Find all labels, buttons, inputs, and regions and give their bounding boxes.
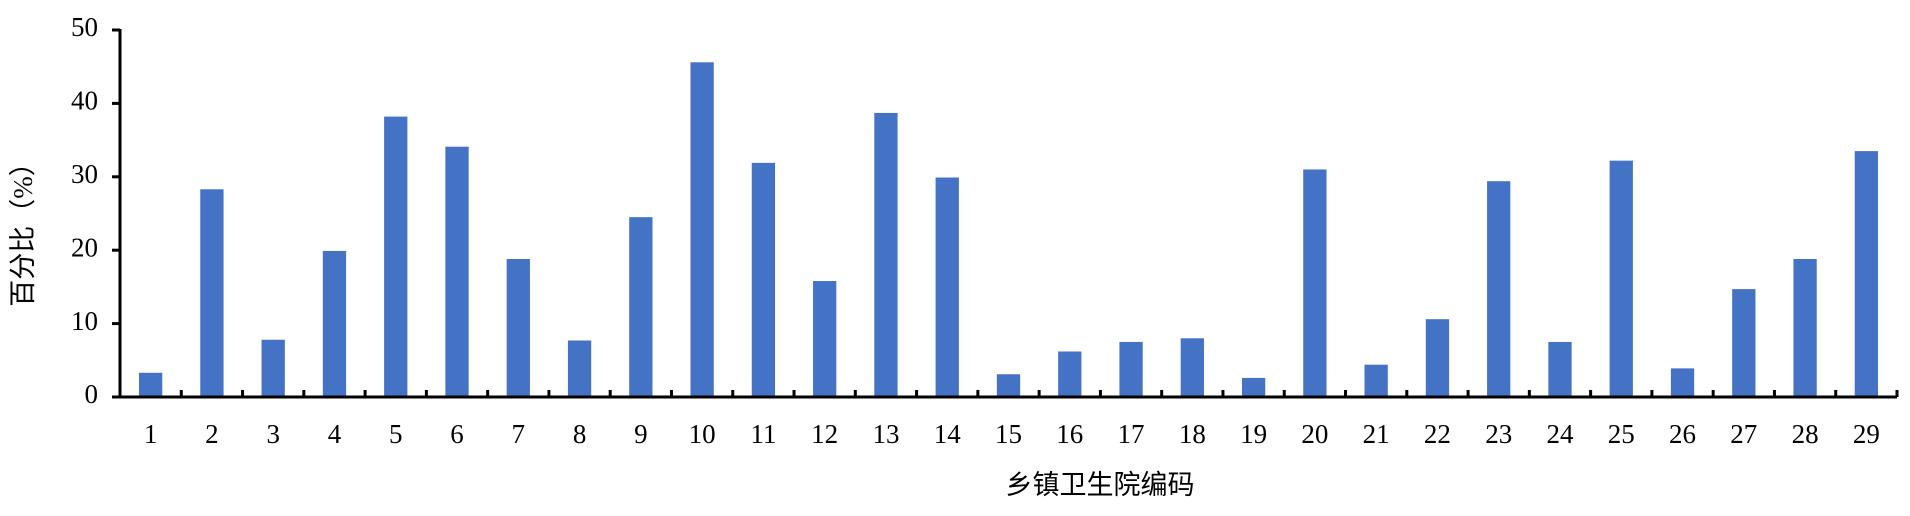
bar <box>1732 289 1756 397</box>
x-tick-label: 10 <box>689 419 716 449</box>
y-tick-label: 40 <box>71 86 98 116</box>
x-tick-label: 15 <box>995 419 1022 449</box>
bar <box>935 177 959 397</box>
bar <box>200 189 224 397</box>
x-tick-label: 2 <box>205 419 219 449</box>
x-tick-label: 11 <box>750 419 776 449</box>
x-tick-label: 12 <box>811 419 838 449</box>
x-tick-label: 29 <box>1853 419 1880 449</box>
x-tick-label: 14 <box>934 419 962 449</box>
x-tick-label: 24 <box>1546 419 1574 449</box>
bar <box>996 374 1021 397</box>
y-tick-label: 10 <box>71 306 98 336</box>
x-tick-label: 9 <box>634 419 648 449</box>
x-tick-label: 28 <box>1792 419 1819 449</box>
bar <box>813 281 837 397</box>
y-axis-title: 百分比（%） <box>8 149 38 307</box>
bar <box>1793 259 1817 397</box>
bar <box>1303 169 1327 397</box>
bar <box>567 340 592 397</box>
bar <box>445 146 469 397</box>
bar <box>138 372 163 397</box>
x-tick-label: 17 <box>1118 419 1145 449</box>
y-tick-label: 50 <box>71 12 98 42</box>
x-tick-label: 1 <box>144 419 158 449</box>
bar <box>1058 351 1082 397</box>
x-tick-label: 8 <box>573 419 587 449</box>
bar <box>1609 160 1633 397</box>
bar <box>690 62 714 398</box>
x-tick-label: 19 <box>1240 419 1267 449</box>
x-tick-label: 5 <box>389 419 403 449</box>
x-tick-label: 22 <box>1424 419 1451 449</box>
bar <box>1180 338 1204 397</box>
x-tick-label: 20 <box>1301 419 1328 449</box>
bar <box>261 339 285 397</box>
bar <box>384 116 408 397</box>
x-tick-label: 13 <box>872 419 899 449</box>
x-tick-label: 23 <box>1485 419 1512 449</box>
bar <box>1364 364 1388 397</box>
x-tick-label: 6 <box>450 419 464 449</box>
x-tick-label: 3 <box>266 419 280 449</box>
bar <box>1487 181 1511 397</box>
y-tick-label: 30 <box>71 159 98 189</box>
bar <box>1425 319 1450 397</box>
bar <box>506 259 530 397</box>
bar <box>874 112 898 397</box>
x-tick-label: 18 <box>1179 419 1206 449</box>
bar <box>1548 341 1572 397</box>
bar <box>629 217 653 397</box>
bar <box>1241 377 1266 397</box>
x-tick-label: 4 <box>328 419 342 449</box>
x-tick-label: 27 <box>1730 419 1757 449</box>
bar <box>1854 151 1879 397</box>
x-tick-label: 7 <box>512 419 526 449</box>
bar <box>1670 368 1695 397</box>
x-tick-label: 21 <box>1363 419 1390 449</box>
x-tick-label: 25 <box>1608 419 1635 449</box>
x-tick-label: 26 <box>1669 419 1696 449</box>
bar <box>322 250 347 397</box>
bar <box>1119 341 1143 397</box>
y-tick-label: 20 <box>71 232 98 262</box>
x-tick-label: 16 <box>1056 419 1083 449</box>
x-axis-title: 乡镇卫生院编码 <box>1006 470 1195 500</box>
y-tick-label: 0 <box>85 379 99 409</box>
bar <box>751 162 776 397</box>
